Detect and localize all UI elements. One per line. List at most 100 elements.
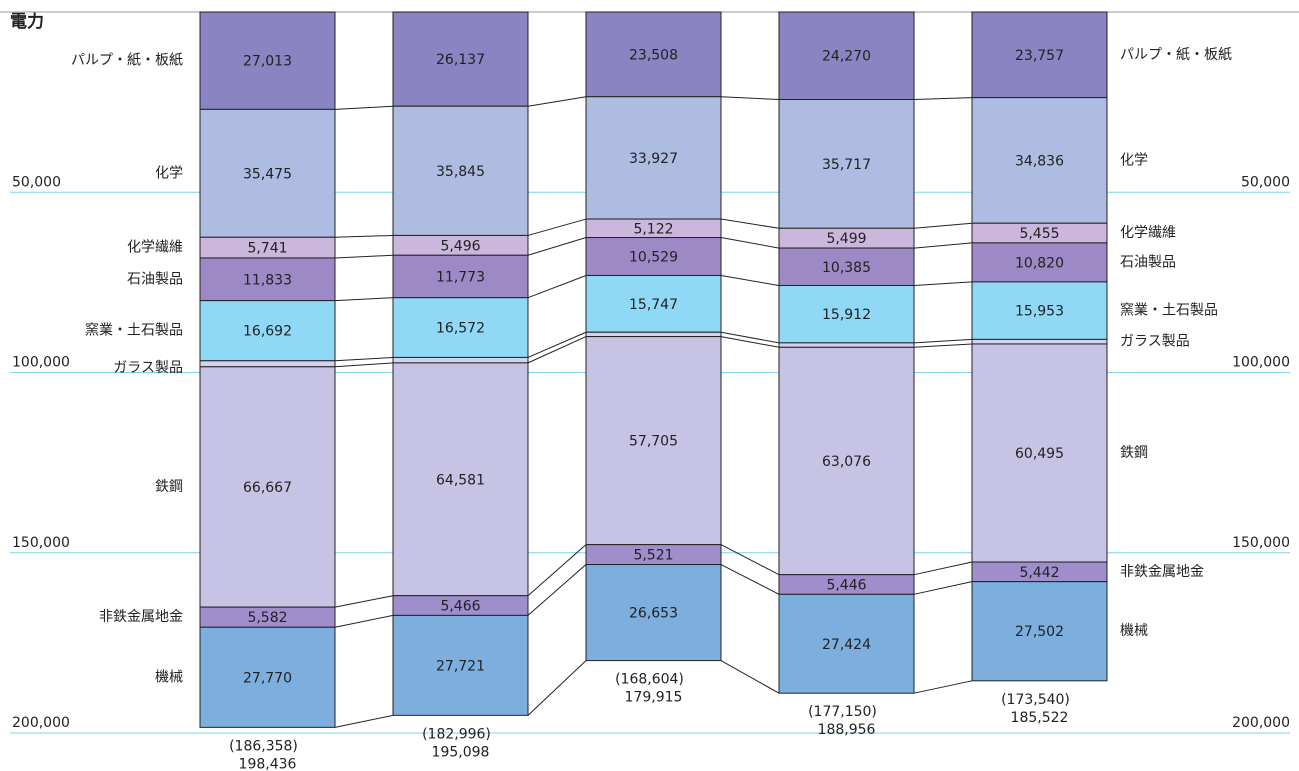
bar-segment — [199, 366, 336, 608]
y-tick-label: 50,000 — [12, 174, 61, 190]
bar-segment — [392, 297, 529, 358]
bar-segment — [585, 564, 722, 662]
legend-right: 化学 — [1120, 152, 1148, 168]
legend-left: 鉄鋼 — [155, 479, 183, 495]
connector — [720, 660, 780, 694]
bar-segment — [971, 343, 1108, 563]
connector — [720, 336, 780, 348]
value-label: 5,582 — [247, 610, 287, 626]
value-label: 34,836 — [1015, 153, 1064, 169]
bar-segment — [778, 593, 915, 694]
bar-segment — [971, 97, 1108, 224]
paren-label: (182,996) — [422, 726, 491, 742]
value-label: 64,581 — [436, 472, 485, 488]
connector — [527, 275, 587, 299]
legend-right: 石油製品 — [1120, 254, 1176, 270]
connector — [720, 218, 780, 229]
value-label: 10,529 — [629, 249, 678, 265]
bar-segment — [199, 108, 336, 238]
value-label: 23,508 — [629, 47, 678, 63]
connector — [913, 222, 973, 229]
connector — [913, 581, 973, 595]
bar-segment — [971, 281, 1108, 340]
value-label: 27,770 — [243, 670, 292, 686]
bar-segment — [199, 360, 336, 368]
legend-left: 機械 — [155, 669, 183, 685]
total-label: 195,098 — [432, 744, 490, 760]
paren-label: (177,150) — [808, 704, 877, 720]
value-label: 33,927 — [629, 151, 678, 167]
value-label: 5,122 — [633, 221, 673, 237]
connector — [527, 564, 587, 616]
value-label: 24,270 — [822, 49, 871, 65]
total-label: 198,436 — [239, 756, 297, 771]
total-label: 185,522 — [1011, 710, 1069, 726]
legend-left: 窯業・土石製品 — [85, 322, 183, 339]
value-label: 5,442 — [1019, 565, 1059, 581]
bar-segment — [971, 11, 1108, 99]
connector — [527, 237, 587, 256]
bar-segment — [392, 254, 529, 299]
value-label: 16,692 — [243, 324, 292, 340]
bar-segment — [778, 247, 915, 287]
value-label: 35,845 — [436, 164, 485, 180]
connector — [527, 96, 587, 107]
value-label: 16,572 — [436, 321, 485, 337]
value-label: 26,653 — [629, 606, 678, 622]
value-label: 10,820 — [1015, 255, 1064, 271]
value-label: 5,521 — [633, 548, 673, 564]
value-label: 11,773 — [436, 269, 485, 285]
value-label: 15,912 — [822, 307, 871, 323]
legend-left: 化学 — [155, 165, 183, 181]
value-label: 26,137 — [436, 52, 485, 68]
bar-segment — [199, 626, 336, 728]
y-tick-label: 150,000 — [12, 535, 70, 551]
legend-right: 鉄鋼 — [1120, 445, 1148, 461]
bar-segment — [392, 105, 529, 236]
bar-segment — [585, 336, 722, 546]
legend-right: 化学繊維 — [1120, 225, 1176, 241]
connector — [720, 564, 780, 595]
connector — [334, 362, 394, 368]
connector — [334, 714, 394, 728]
bar-segment — [585, 237, 722, 276]
value-label: 35,475 — [243, 166, 292, 182]
connector — [527, 660, 587, 716]
value-label: 15,953 — [1015, 304, 1064, 320]
connector — [913, 561, 973, 576]
value-label: 5,466 — [440, 599, 480, 615]
value-label: 63,076 — [822, 454, 871, 470]
y-tick-label-right: 150,000 — [1232, 535, 1290, 551]
connector — [720, 96, 780, 100]
bar-segment — [392, 362, 529, 597]
bar-segment — [392, 614, 529, 716]
y-tick-label-right: 100,000 — [1232, 355, 1290, 371]
value-label: 35,717 — [822, 157, 871, 173]
y-tick-label: 100,000 — [12, 355, 70, 371]
bar-segment — [971, 581, 1108, 682]
bar-segment — [778, 11, 915, 100]
y-tick-label-right: 200,000 — [1232, 715, 1290, 731]
connector — [334, 356, 394, 362]
value-label: 23,757 — [1015, 48, 1064, 64]
connector — [334, 297, 394, 302]
value-label: 27,721 — [436, 658, 485, 674]
connector — [334, 595, 394, 608]
paren-label: (186,358) — [229, 738, 298, 754]
bar-segment — [585, 331, 722, 338]
value-label: 27,424 — [822, 637, 871, 653]
connector — [913, 343, 973, 348]
legend-left: ガラス製品 — [113, 360, 183, 376]
legend-right: ガラス製品 — [1120, 334, 1190, 350]
value-label: 11,833 — [243, 272, 292, 288]
legend-left: 化学繊維 — [127, 240, 183, 256]
connector — [913, 338, 973, 344]
legend-right: 機械 — [1120, 623, 1148, 639]
connector — [913, 242, 973, 249]
bar-segment — [778, 346, 915, 576]
total-label: 179,915 — [625, 690, 683, 706]
connector — [720, 237, 780, 249]
connector — [720, 544, 780, 576]
bar-segment — [778, 342, 915, 348]
